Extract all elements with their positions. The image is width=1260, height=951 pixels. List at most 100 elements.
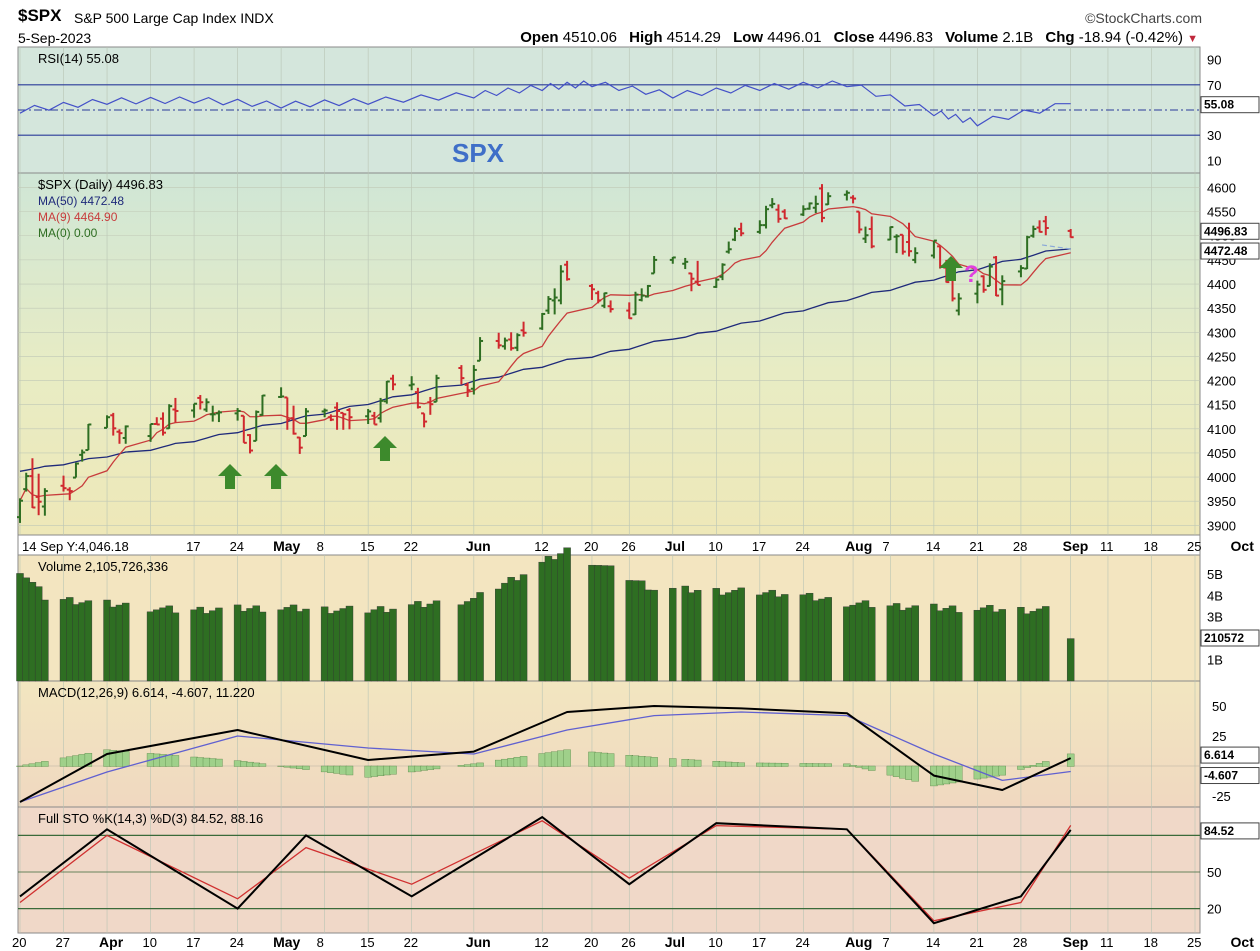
ohlc-bar (390, 374, 397, 391)
bottom-date-tick-label: 10 (143, 935, 157, 950)
ohlc-bar (993, 256, 1000, 297)
macd-chart (16, 705, 1200, 803)
volume-bar (333, 610, 341, 682)
down-triangle-icon: ▼ (1187, 33, 1198, 45)
date-tick-label: 28 (1013, 539, 1027, 554)
ohlc-bar (539, 312, 546, 330)
volume-bar (420, 606, 428, 682)
date-tick-label: 17 (752, 539, 766, 554)
date-tick-label: Oct (1231, 538, 1255, 554)
macd-histogram-bar (588, 751, 596, 767)
bottom-date-tick-label: Sep (1063, 934, 1089, 950)
macd-histogram-bar (283, 765, 292, 768)
ohlc-bar (433, 374, 440, 403)
ohlc-bar (147, 422, 154, 442)
ohlc-bar (800, 205, 807, 216)
ohlc-readout: Open 4510.06 High 4514.29 Low 4496.01 Cl… (520, 29, 1198, 46)
volume-bar (998, 609, 1006, 682)
macd-histogram-bar (495, 759, 503, 767)
volume-bar (320, 606, 329, 682)
volume-bar (153, 609, 161, 682)
volume-bar (339, 608, 347, 682)
rsi-tick-label: 10 (1207, 153, 1221, 168)
ohlc-bar (899, 233, 906, 255)
macd-histogram-bar (165, 754, 173, 767)
volume-bar (66, 597, 74, 682)
volume-bar (936, 610, 944, 682)
volume-bar (389, 608, 397, 682)
macd-histogram-bar (507, 758, 515, 767)
macd-histogram-bar (650, 757, 658, 767)
date-tick-label: 17 (186, 539, 200, 554)
ohlc-bar (1042, 215, 1049, 236)
volume-bar (345, 605, 354, 682)
ohlc-bar (41, 488, 48, 516)
volume-bar (669, 587, 677, 682)
macd-histogram-bar (681, 759, 689, 767)
date-tick-label: 10 (708, 539, 722, 554)
macd-histogram-bar (1042, 761, 1050, 767)
volume-bar (1023, 613, 1031, 682)
date-tick-label: 11 (1100, 539, 1114, 554)
macd-histogram-bar (252, 762, 260, 767)
volume-bar (16, 573, 24, 682)
price-tick-label: 4200 (1207, 374, 1236, 389)
macd-histogram-bar (78, 754, 86, 767)
bottom-date-tick-label: 12 (534, 935, 548, 950)
macd-histogram-bar (1023, 765, 1031, 768)
ohlc-bar (334, 402, 341, 430)
macd-histogram-bar (320, 765, 329, 773)
macd-histogram-bar (383, 765, 391, 776)
ohlc-bar (470, 365, 477, 395)
volume-bar (992, 611, 1000, 682)
brand-logo[interactable]: ©StockCharts.com (1085, 10, 1202, 26)
volume-bar (812, 600, 820, 682)
volume-bar (905, 607, 913, 682)
macd-histogram-bar (457, 765, 466, 767)
bottom-date-tick-label: 20 (584, 935, 598, 950)
ohlc-bar (477, 337, 484, 362)
volume-bar (28, 582, 37, 682)
macd-histogram-bar (407, 765, 416, 773)
volume-bar (637, 580, 646, 682)
macd-histogram-bar (209, 758, 217, 767)
price-tick-label: 4250 (1207, 349, 1236, 364)
bottom-date-tick-label: 10 (708, 935, 722, 950)
volume-bar (805, 592, 814, 682)
macd-histogram-bar (818, 763, 826, 767)
volume-bar (22, 577, 30, 682)
macd-histogram-bar (115, 750, 124, 767)
macd-histogram-bar (557, 750, 565, 767)
signal-last-label-box (1200, 767, 1260, 785)
macd-histogram-bar (911, 765, 919, 782)
price-tick-label: 4050 (1207, 446, 1236, 461)
ohlc-bar (464, 382, 471, 397)
volume-bar (59, 599, 68, 682)
volume-bar (631, 580, 640, 682)
ohlc-bar (564, 260, 571, 281)
ohlc-bar (713, 278, 720, 288)
date-tick-label: Jul (665, 538, 685, 554)
volume-bar (78, 602, 86, 682)
macd-histogram-bar (370, 765, 379, 777)
ohlc-bar (85, 423, 92, 452)
ohlc-bar (209, 405, 216, 422)
ohlc-bar (775, 204, 782, 223)
ohlc-bar (893, 234, 900, 254)
open-value: 4510.06 (562, 29, 617, 46)
bottom-date-tick-label: 17 (752, 935, 766, 950)
macd-histogram-bar (345, 765, 354, 776)
macd-histogram-bar (886, 765, 895, 776)
macd-histogram-bar (389, 765, 397, 775)
ohlc-bar (259, 394, 266, 416)
volume-bar (115, 604, 124, 682)
volume-value: 2.1B (1002, 29, 1034, 46)
macd-histogram-bar (327, 765, 335, 773)
volume-bar (277, 609, 285, 682)
ohlc-bar (284, 396, 291, 430)
volume-bar (973, 609, 982, 682)
volume-bar (625, 580, 633, 682)
ohlc-bar (769, 198, 776, 209)
bottom-date-tick-label: 17 (186, 935, 200, 950)
